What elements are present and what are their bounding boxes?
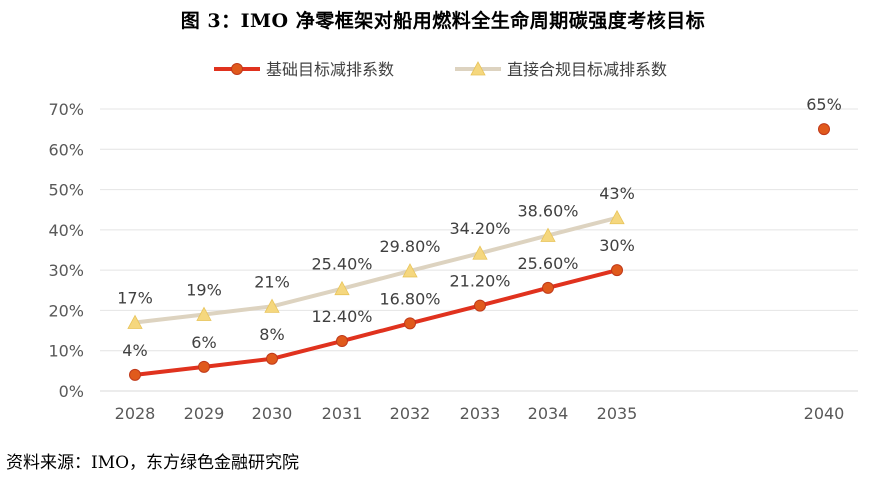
y-tick-label: 40% bbox=[48, 221, 84, 240]
point-direct-2032 bbox=[402, 263, 418, 278]
data-label-base-2028: 4% bbox=[122, 341, 147, 360]
x-tick-label-2035: 2035 bbox=[597, 404, 638, 423]
data-label-base-2033: 21.20% bbox=[449, 272, 510, 291]
legend-marker-base bbox=[231, 63, 243, 75]
y-tick-label: 30% bbox=[48, 261, 84, 280]
point-base-2035 bbox=[611, 264, 623, 277]
data-label-direct-2028: 17% bbox=[117, 289, 153, 308]
x-tick-label-2030: 2030 bbox=[252, 404, 293, 423]
point-base-2028 bbox=[129, 368, 141, 381]
data-label-direct-2030: 21% bbox=[254, 272, 290, 291]
data-label-base-2030: 8% bbox=[259, 325, 284, 344]
x-tick-label-2028: 2028 bbox=[115, 404, 156, 423]
point-direct-2033 bbox=[472, 245, 488, 260]
data-label-base-2032: 16.80% bbox=[379, 289, 440, 308]
point-direct-2031 bbox=[334, 280, 350, 296]
x-tick-label-2034: 2034 bbox=[528, 404, 569, 423]
data-label-direct-2032: 29.80% bbox=[379, 237, 440, 256]
x-tick-label-2040: 2040 bbox=[804, 404, 845, 423]
point-base-2040 bbox=[818, 123, 830, 136]
point-base-2030 bbox=[266, 352, 278, 365]
point-direct-2028 bbox=[127, 314, 143, 329]
data-label-base-2031: 12.40% bbox=[311, 307, 372, 326]
data-label-direct-2035: 43% bbox=[599, 184, 635, 203]
y-tick-label: 70% bbox=[48, 100, 84, 119]
point-direct-2035 bbox=[609, 209, 625, 225]
data-label-base-2035: 30% bbox=[599, 236, 635, 255]
data-label-base-2034: 25.60% bbox=[517, 254, 578, 273]
x-tick-label-2032: 2032 bbox=[390, 404, 431, 423]
legend-label-direct: 直接合规目标减排系数 bbox=[507, 60, 667, 79]
y-tick-label: 10% bbox=[48, 342, 84, 361]
legend-marker-direct bbox=[470, 61, 486, 76]
point-base-2033 bbox=[474, 299, 486, 312]
data-label-direct-2029: 19% bbox=[186, 280, 222, 299]
chart-title: 图 3：IMO 净零框架对船用燃料全生命周期碳强度考核目标 bbox=[180, 10, 706, 32]
point-direct-2030 bbox=[264, 298, 280, 313]
legend-label-base: 基础目标减排系数 bbox=[266, 60, 394, 79]
data-label-direct-2034: 38.60% bbox=[517, 201, 578, 220]
source-note: 资料来源：IMO，东方绿色金融研究院 bbox=[6, 453, 300, 473]
y-tick-label: 20% bbox=[48, 301, 84, 320]
y-tick-label: 0% bbox=[59, 382, 84, 401]
point-base-2032 bbox=[404, 317, 416, 330]
x-tick-label-2031: 2031 bbox=[322, 404, 363, 423]
y-tick-label: 50% bbox=[48, 181, 84, 200]
point-base-2031 bbox=[336, 335, 348, 348]
point-base-2034 bbox=[542, 281, 554, 294]
data-label-direct-2033: 34.20% bbox=[449, 219, 510, 238]
data-label-base-2029: 6% bbox=[191, 333, 216, 352]
data-label-base-2040: 65% bbox=[806, 95, 842, 114]
point-base-2029 bbox=[198, 360, 210, 373]
x-tick-label-2033: 2033 bbox=[460, 404, 501, 423]
series-line-direct-compliance bbox=[134, 215, 618, 325]
x-tick-label-2029: 2029 bbox=[184, 404, 225, 423]
point-direct-2029 bbox=[196, 306, 212, 321]
y-tick-label: 60% bbox=[48, 140, 84, 159]
point-direct-2034 bbox=[540, 227, 556, 242]
data-label-direct-2031: 25.40% bbox=[311, 255, 372, 274]
series-line-base-target bbox=[134, 268, 618, 377]
